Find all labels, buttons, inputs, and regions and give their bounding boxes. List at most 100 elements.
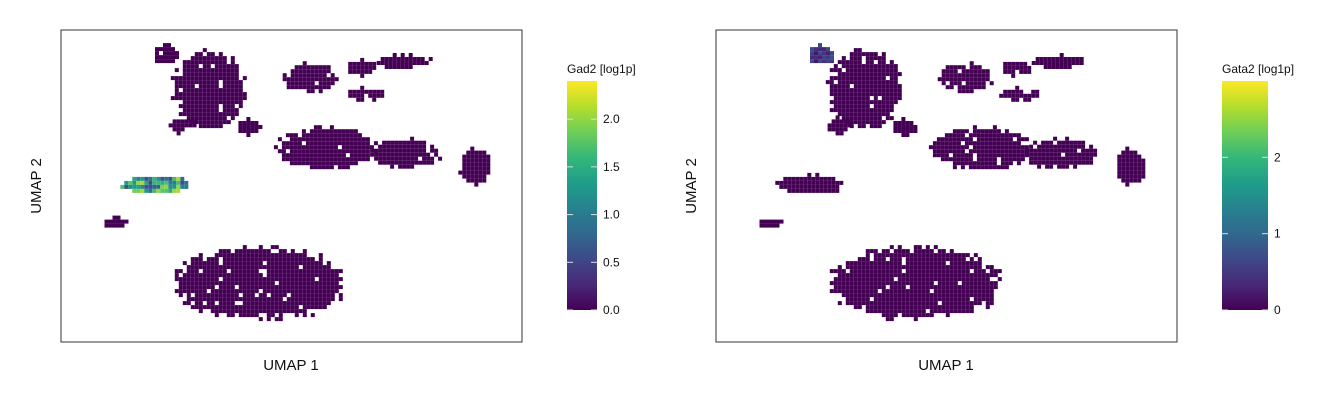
hex-cell <box>869 84 874 89</box>
hex-cell <box>314 269 319 274</box>
hex-cell <box>478 166 483 171</box>
hex-cell <box>976 153 981 158</box>
hex-cell <box>301 137 306 142</box>
hex-cell <box>230 96 235 101</box>
hex-cell <box>933 309 938 314</box>
hex-cell <box>881 269 886 274</box>
hex-cell <box>174 80 179 85</box>
hex-cell <box>925 293 930 298</box>
hex-cell <box>799 176 804 181</box>
hex-cell <box>184 123 189 128</box>
hex-cell <box>849 56 854 61</box>
hex-cell <box>305 161 310 166</box>
hex-cell <box>386 156 391 161</box>
hex-cell <box>957 289 962 294</box>
hex-cell <box>301 129 306 134</box>
hex-cell <box>322 73 327 78</box>
hex-cell <box>186 289 191 294</box>
hex-cell <box>897 297 902 302</box>
hex-cell <box>238 92 243 97</box>
hex-cell <box>845 72 850 77</box>
hex-cell <box>294 293 299 298</box>
hex-cell <box>965 85 970 90</box>
hex-cell <box>226 305 231 310</box>
hex-cell <box>969 281 974 286</box>
hex-cell <box>214 297 219 302</box>
hex-cell <box>897 277 902 282</box>
hex-cell <box>322 289 327 294</box>
hex-cell <box>941 73 946 78</box>
colorbar-tick-label: 0 <box>1274 303 1281 317</box>
hex-cell <box>881 60 886 65</box>
hex-cell <box>258 309 263 314</box>
hex-cell <box>345 137 350 142</box>
hex-cell <box>837 285 842 290</box>
hex-cell <box>877 76 882 81</box>
hex-cell <box>238 257 243 262</box>
hex-cell <box>198 309 203 314</box>
hex-cell <box>965 253 970 258</box>
hex-cell <box>909 129 914 133</box>
hex-cell <box>400 53 405 57</box>
hex-cell <box>972 141 977 146</box>
hex-cell <box>470 170 475 175</box>
hex-cell <box>306 89 311 94</box>
hex-cell <box>238 261 243 266</box>
hex-cell <box>281 145 286 150</box>
hex-cell <box>438 156 443 161</box>
hex-cell <box>222 96 227 101</box>
hex-cell <box>869 60 874 65</box>
hex-cell <box>1039 57 1044 61</box>
hex-cell <box>973 77 978 82</box>
hex-cell <box>857 72 862 77</box>
hex-cell <box>893 88 898 93</box>
hex-cell <box>182 60 187 65</box>
hex-cell <box>956 153 961 158</box>
hex-cell <box>779 184 784 189</box>
hex-cell <box>933 277 938 282</box>
hex-cell <box>285 141 290 146</box>
hex-cell <box>829 76 834 81</box>
hex-cell <box>163 43 167 48</box>
hex-cell <box>944 141 949 146</box>
hex-cell <box>329 125 334 130</box>
hex-cell <box>230 297 235 302</box>
hex-cell <box>837 281 842 286</box>
hex-cell <box>388 57 393 61</box>
hex-cell <box>803 176 808 181</box>
hex-cell <box>905 257 910 262</box>
hex-cell <box>246 125 251 129</box>
hex-cell <box>190 116 195 121</box>
hex-cell <box>392 53 397 57</box>
hex-cell <box>298 69 303 74</box>
hex-cell <box>985 281 990 286</box>
hex-cell <box>222 277 227 282</box>
hex-cell <box>865 265 870 270</box>
hex-cell <box>1089 148 1094 153</box>
hex-cell <box>242 96 247 101</box>
hex-cell <box>194 52 199 57</box>
hex-cell <box>889 96 894 101</box>
hex-cell <box>182 100 187 105</box>
hex-cell <box>925 273 930 278</box>
hex-cell <box>194 301 199 306</box>
hex-cell <box>861 64 866 69</box>
hex-cell <box>1125 178 1130 183</box>
hex-cell <box>1129 174 1134 179</box>
hex-cell <box>977 73 982 78</box>
hex-cell <box>238 277 243 282</box>
hex-cell <box>771 223 776 228</box>
hex-cell <box>968 153 973 158</box>
hex-cell <box>194 60 199 65</box>
hex-cell <box>214 60 219 65</box>
hex-cell <box>965 277 970 282</box>
hex-cell <box>873 76 878 81</box>
hex-cell <box>434 148 439 153</box>
hex-cell <box>266 305 271 310</box>
hex-cell <box>326 81 331 86</box>
hex-cell <box>254 273 259 278</box>
hex-cell <box>293 133 298 138</box>
hex-cell <box>965 293 970 298</box>
hex-cell <box>325 149 330 154</box>
hex-cell <box>278 317 283 322</box>
